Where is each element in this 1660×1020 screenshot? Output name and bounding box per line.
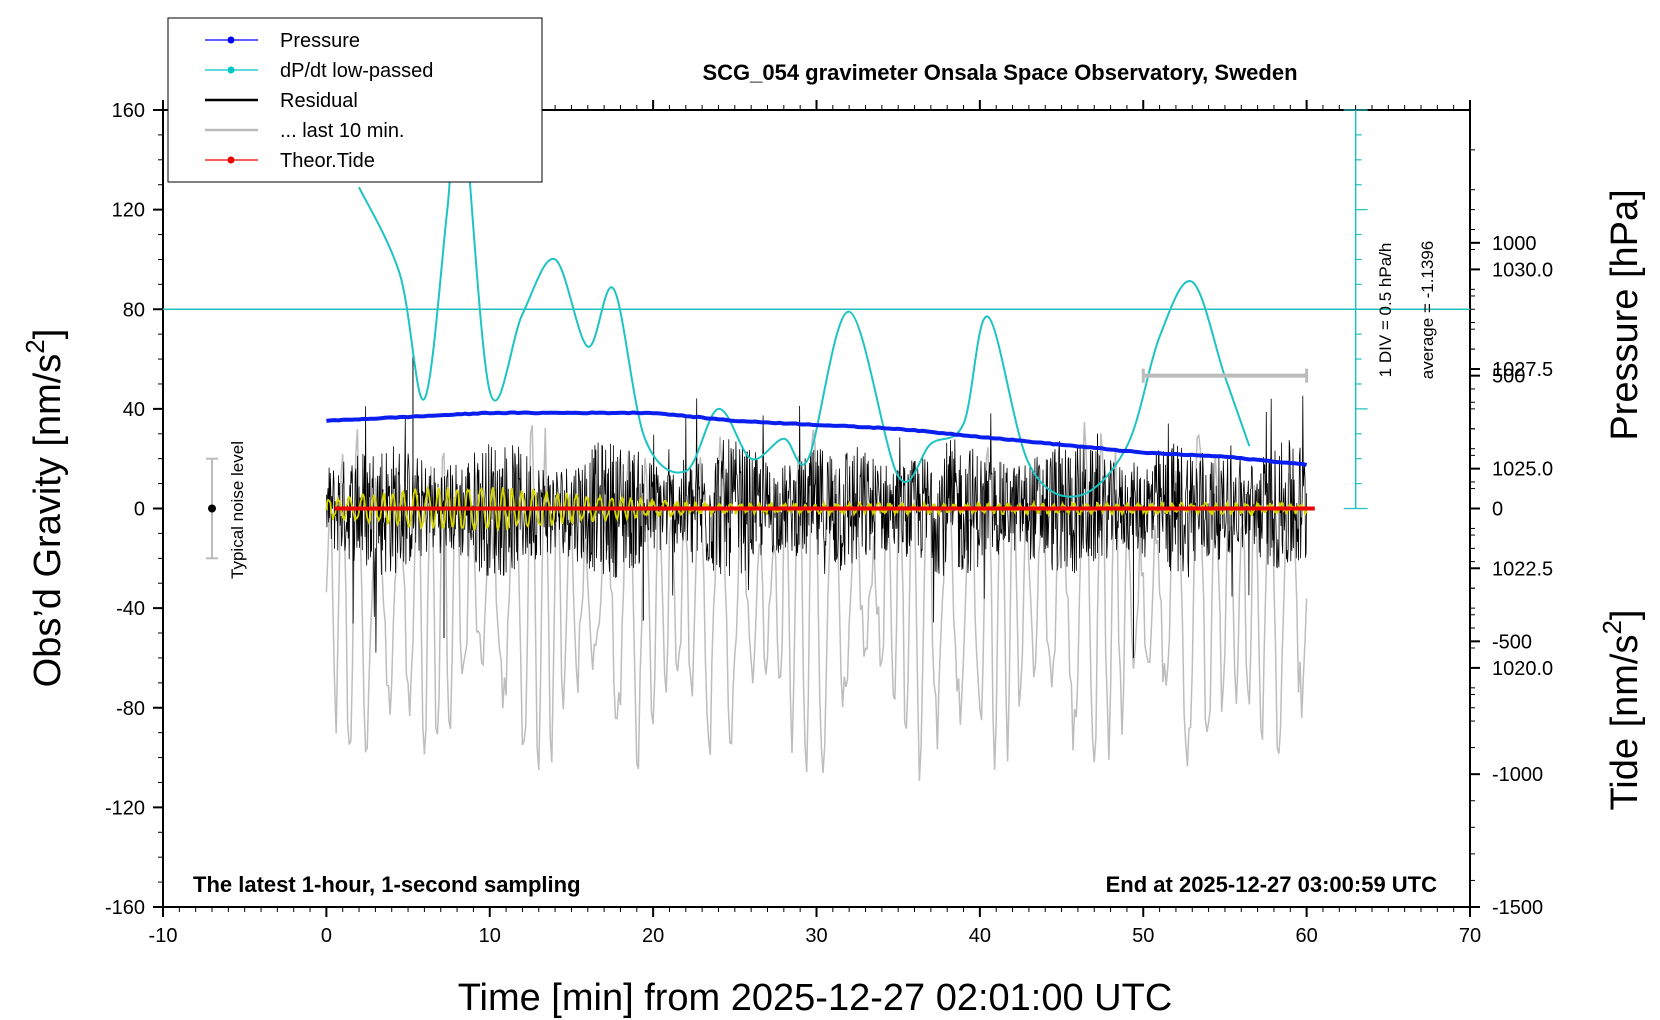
tide-tick-label: 1000 (1492, 233, 1537, 255)
tide-tick-label: 500 (1492, 366, 1525, 388)
x-tick-label: 10 (479, 925, 501, 947)
x-tick-label: 50 (1132, 925, 1154, 947)
dpdt-scale-label: 1 DIV = 0.5 hPa/h (1376, 243, 1395, 378)
y-tick-label: 120 (112, 200, 145, 222)
tide-tick-label: -1000 (1492, 764, 1543, 786)
pressure-line (326, 410, 1308, 467)
y-axis-tide-label-close: ] (1604, 609, 1646, 620)
y-tick-label: 0 (134, 499, 145, 521)
pressure-tick-label: 1025.0 (1492, 459, 1553, 481)
x-tick-label: 0 (321, 925, 332, 947)
x-axis: -10 0 10 20 30 40 50 60 70 (149, 100, 1481, 947)
y-axis-tide-label-main: Tide [nm/s (1604, 635, 1646, 811)
tide-tick-label: -1500 (1492, 897, 1543, 919)
noise-level-label: Typical noise level (228, 441, 247, 579)
y-tick-label: -40 (116, 598, 145, 620)
legend-label: dP/dt low-passed (280, 60, 433, 82)
legend-label: Pressure (280, 30, 360, 52)
chart-title: SCG_054 gravimeter Onsala Space Observat… (702, 60, 1297, 85)
y-axis-tide-label: Tide [nm/s2] (1597, 609, 1646, 810)
y-axis-left-label: Obs’d Gravity [nm/s2] (20, 329, 69, 688)
legend-label: ... last 10 min. (280, 120, 405, 142)
x-tick-label: 70 (1459, 925, 1481, 947)
y-tick-label: 40 (123, 399, 145, 421)
x-tick-label: 60 (1296, 925, 1318, 947)
x-axis-label: Time [min] from 2025-12-27 02:01:00 UTC (458, 977, 1173, 1019)
residual-line (326, 395, 1307, 653)
legend: Pressure dP/dt low-passed Residual ... last… (167, 17, 543, 183)
y-axis-left-label-sup: 2 (20, 339, 50, 353)
noise-dot (208, 504, 217, 513)
annotation-bottom-right: End at 2025-12-27 03:00:59 UTC (1106, 872, 1437, 897)
legend-label: Theor.Tide (280, 150, 375, 172)
y-axis-pressure-label: Pressure [hPa] (1604, 189, 1646, 440)
dpdt-scale-bar (1343, 109, 1368, 510)
y-axis-pressure: 1030.0 1027.5 1025.0 1022.5 1020.0 (1470, 149, 1553, 709)
x-tick-label: 40 (969, 925, 991, 947)
y-tick-label: 80 (123, 299, 145, 321)
residual-series (326, 354, 1307, 658)
x-tick-label: 30 (805, 925, 827, 947)
noise-level-marker (206, 457, 219, 560)
annotation-bottom-left: The latest 1-hour, 1-second sampling (193, 872, 581, 897)
y-tick-label: 160 (112, 100, 145, 122)
y-axis-left-label-close: ] (27, 329, 69, 340)
tide-tick-label: -500 (1492, 631, 1532, 653)
x-tick-label: 20 (642, 925, 664, 947)
pressure-tick-label: 1027.5 (1492, 359, 1553, 381)
y-axis-left: 160 120 80 40 0 -40 -80 -120 -160 (105, 100, 163, 919)
y-axis-tide-label-sup: 2 (1597, 620, 1627, 634)
last-10-min-bracket (1141, 368, 1309, 383)
y-tick-label: -120 (105, 797, 145, 819)
y-tick-label: -160 (105, 897, 145, 919)
y-axis-tide: 1000 500 0 -500 -1000 -1500 (1470, 233, 1543, 919)
y-axis-left-label-main: Obs’d Gravity [nm/s (27, 354, 69, 688)
y-tick-label: -80 (116, 698, 145, 720)
dpdt-average-label: average = -1.1396 (1418, 241, 1437, 379)
pressure-tick-label: 1022.5 (1492, 558, 1553, 580)
x-tick-label: -10 (149, 925, 178, 947)
tide-tick-label: 0 (1492, 499, 1503, 521)
pressure-tick-label: 1020.0 (1492, 658, 1553, 680)
legend-label: Residual (280, 90, 358, 112)
legend-marker (227, 156, 235, 164)
legend-marker (227, 66, 235, 74)
pressure-series (326, 410, 1308, 467)
pressure-tick-label: 1030.0 (1492, 259, 1553, 281)
legend-marker (227, 36, 235, 44)
